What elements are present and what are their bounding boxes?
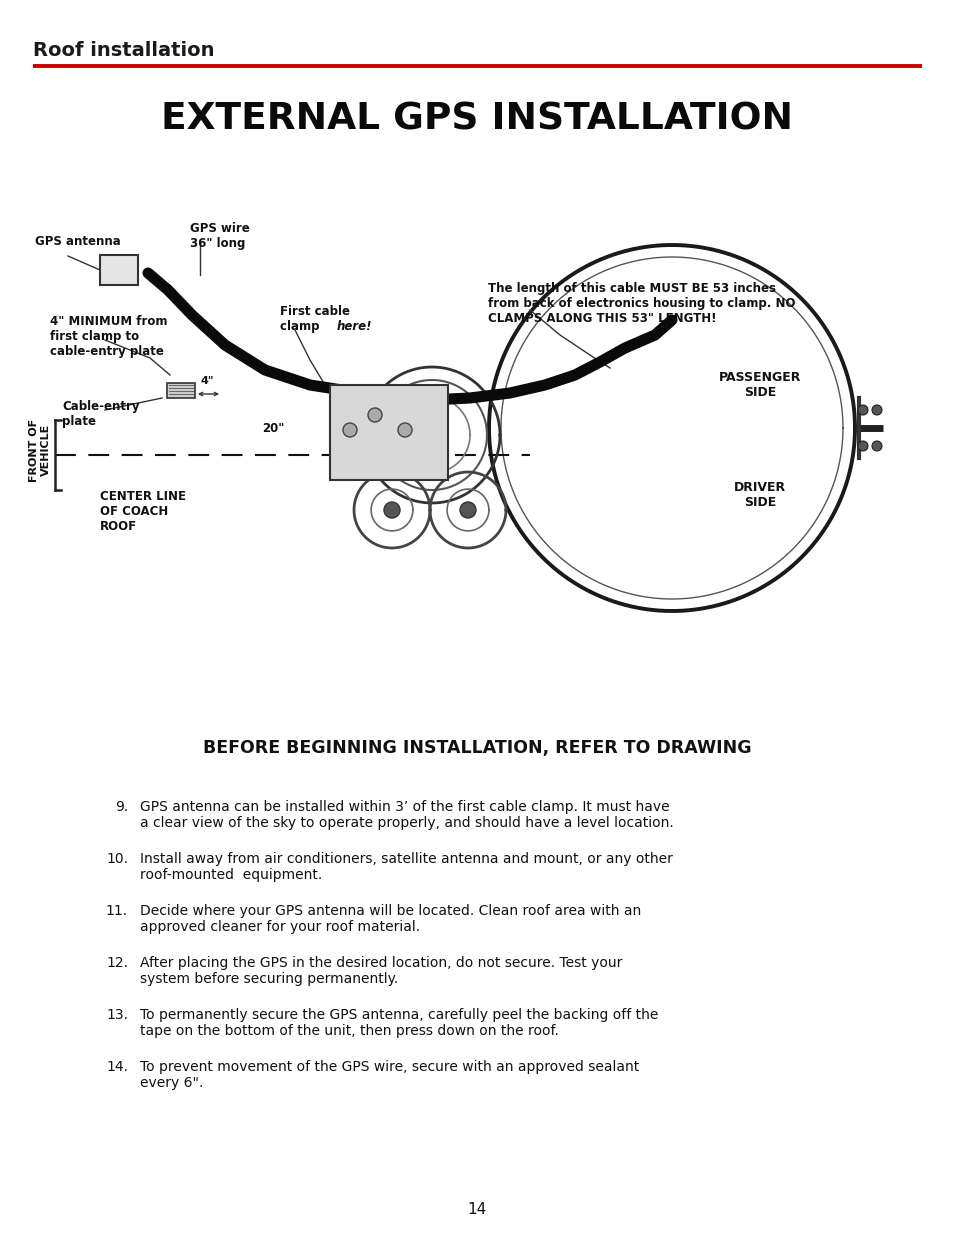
- Circle shape: [871, 405, 882, 415]
- Bar: [330, 385, 448, 480]
- Text: PASSENGER
SIDE: PASSENGER SIDE: [718, 370, 801, 399]
- Circle shape: [459, 501, 476, 517]
- Text: 9.: 9.: [114, 800, 128, 814]
- Text: Cable-entry
plate: Cable-entry plate: [62, 400, 139, 429]
- Circle shape: [384, 501, 399, 517]
- Text: BEFORE BEGINNING INSTALLATION, REFER TO DRAWING: BEFORE BEGINNING INSTALLATION, REFER TO …: [202, 739, 751, 757]
- Text: The length of this cable MUST BE 53 inches
from back of electronics housing to c: The length of this cable MUST BE 53 inch…: [488, 282, 795, 325]
- Text: EXTERNAL GPS INSTALLATION: EXTERNAL GPS INSTALLATION: [161, 103, 792, 138]
- Text: DRIVER
SIDE: DRIVER SIDE: [733, 480, 785, 509]
- Text: FRONT OF
VEHICLE: FRONT OF VEHICLE: [30, 419, 51, 482]
- Bar: [167, 383, 194, 398]
- Text: 4" MINIMUM from
first clamp to
cable-entry plate: 4" MINIMUM from first clamp to cable-ent…: [50, 315, 168, 358]
- Text: Roof installation: Roof installation: [33, 41, 214, 59]
- Text: GPS antenna can be installed within 3’ of the first cable clamp. It must have
a : GPS antenna can be installed within 3’ o…: [140, 800, 673, 830]
- Text: GPS antenna: GPS antenna: [35, 235, 121, 248]
- Text: To permanently secure the GPS antenna, carefully peel the backing off the
tape o: To permanently secure the GPS antenna, c…: [140, 1008, 658, 1039]
- Text: 14: 14: [467, 1203, 486, 1218]
- Text: 13.: 13.: [106, 1008, 128, 1023]
- Text: After placing the GPS in the desired location, do not secure. Test your
system b: After placing the GPS in the desired loc…: [140, 956, 621, 987]
- Circle shape: [871, 441, 882, 451]
- Text: 4": 4": [200, 375, 213, 387]
- Text: Install away from air conditioners, satellite antenna and mount, or any other
ro: Install away from air conditioners, sate…: [140, 852, 672, 882]
- Text: 14.: 14.: [106, 1060, 128, 1074]
- Circle shape: [857, 405, 867, 415]
- Text: First cable
clamp: First cable clamp: [280, 305, 350, 333]
- Text: 10.: 10.: [106, 852, 128, 866]
- Text: GPS wire
36" long: GPS wire 36" long: [190, 222, 250, 249]
- Text: To prevent movement of the GPS wire, secure with an approved sealant
every 6".: To prevent movement of the GPS wire, sec…: [140, 1060, 639, 1091]
- Text: 12.: 12.: [106, 956, 128, 969]
- Circle shape: [343, 424, 356, 437]
- Text: 11.: 11.: [106, 904, 128, 918]
- Text: Decide where your GPS antenna will be located. Clean roof area with an
approved : Decide where your GPS antenna will be lo…: [140, 904, 640, 934]
- Bar: [100, 254, 138, 285]
- Text: CENTER LINE
OF COACH
ROOF: CENTER LINE OF COACH ROOF: [100, 490, 186, 534]
- Circle shape: [368, 408, 381, 422]
- Circle shape: [857, 441, 867, 451]
- Text: 20": 20": [262, 421, 284, 435]
- Text: here!: here!: [336, 320, 372, 333]
- Circle shape: [397, 424, 412, 437]
